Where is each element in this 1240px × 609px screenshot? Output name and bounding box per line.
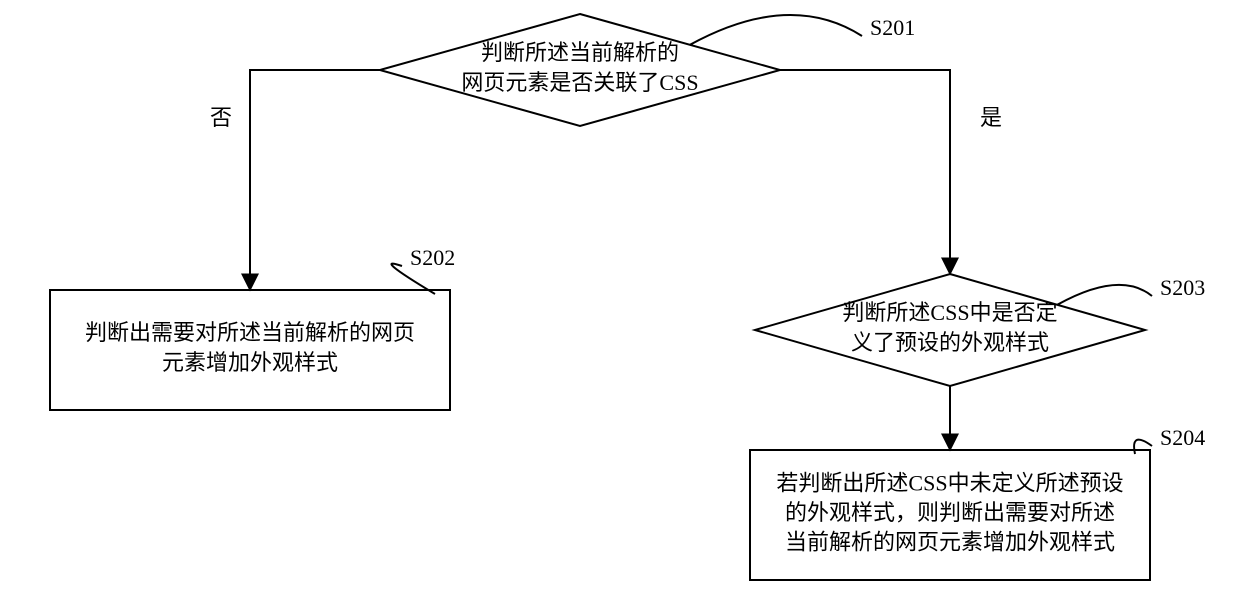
step-label-s203: S203: [1160, 275, 1205, 300]
step-label-s204: S204: [1160, 425, 1205, 450]
edge-1: [780, 70, 950, 274]
rect-s202-text: 元素增加外观样式: [162, 350, 338, 375]
rect-s204-text: 当前解析的网页元素增加外观样式: [785, 530, 1115, 555]
rect-s202-text: 判断出需要对所述当前解析的网页: [85, 320, 415, 345]
step-label-s201: S201: [870, 15, 915, 40]
diamond-s203-text: 义了预设的外观样式: [851, 330, 1049, 355]
step-arc-s203: [1057, 285, 1152, 305]
diamond-s201-text: 判断所述当前解析的: [481, 40, 679, 65]
diamond-s203-text: 判断所述CSS中是否定: [842, 300, 1057, 325]
diamond-s201-text: 网页元素是否关联了CSS: [461, 70, 698, 95]
edge-1-label: 是: [980, 105, 1002, 130]
rect-s204-text: 的外观样式，则判断出需要对所述: [785, 500, 1115, 525]
step-label-s202: S202: [410, 245, 455, 270]
edge-0-label: 否: [210, 105, 232, 130]
edge-0: [250, 70, 380, 290]
rect-s204-text: 若判断出所述CSS中未定义所述预设: [776, 470, 1123, 495]
step-arc-s201: [690, 15, 862, 45]
